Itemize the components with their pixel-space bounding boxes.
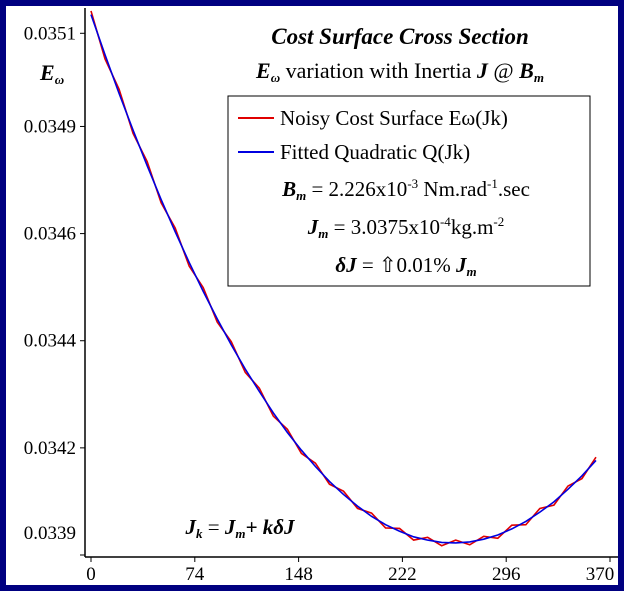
legend-label: Fitted Quadratic Q(Jk) [280,140,470,164]
x-tick-label: 296 [492,564,521,585]
text: δJ [273,515,296,539]
text: = [357,253,379,277]
annotation: Jm = 3.0375x10-4kg.m-2 [307,214,505,241]
text: @ [488,58,519,83]
panel [6,6,618,585]
annotation: Jk = Jm+ kδJ [185,515,296,541]
text: variation with Inertia [280,58,477,83]
text: -4 [440,214,451,229]
x-tick-label: 0 [86,564,96,585]
text: ω [271,70,280,85]
text: .sec [498,177,530,201]
y-tick-label: 0.0351 [24,23,76,44]
text: J [185,515,198,539]
text: ω [55,72,64,87]
x-tick-label: 148 [284,564,313,585]
text: E [39,60,55,85]
y-tick-label: 0.0346 [24,224,76,245]
y-tick-label: 0.0342 [24,438,76,459]
text: J [476,58,489,83]
chart-title: Cost Surface Cross Section [271,24,529,49]
x-tick-label: 222 [388,564,417,585]
text: δJ [335,253,358,277]
text: -3 [407,176,418,191]
text: J [455,253,468,277]
y-tick-label: 0.0344 [24,331,77,352]
text: m [318,226,328,241]
text: B [518,58,534,83]
legend [227,95,591,287]
text: = [203,515,225,539]
y-tick-label: 0.0339 [24,523,76,544]
text: m [296,188,306,203]
annotation: Bm = 2.226x10-3 Nm.rad-1.sec [281,176,530,203]
text: = 2.226x10 [306,177,407,201]
plot [90,10,597,547]
text: m [467,264,477,279]
text: Nm.rad [418,177,487,201]
text: m [534,70,544,85]
text: -2 [493,214,504,229]
text: k [196,526,203,541]
text: J [224,515,237,539]
text: B [281,177,296,201]
x-tick-label: 370 [586,564,615,585]
chart-subtitle: Eω variation with Inertia J @ Bm [255,58,544,85]
text: kg.m [451,215,494,239]
series-line [90,10,597,547]
text: m [235,526,245,541]
x-tick-label: 74 [185,564,205,585]
text: 0.01% [397,253,457,277]
text: ⇧ [379,253,397,277]
text: k [263,515,274,539]
text: + [245,515,262,539]
y-tick-label: 0.0349 [24,116,76,137]
text: = 3.0375x10 [328,215,440,239]
text: -1 [487,176,498,191]
legend-label: Noisy Cost Surface Eω(Jk) [280,106,508,130]
y-axis-label: Eω [39,60,64,87]
annotation: δJ = ⇧0.01% Jm [335,253,476,279]
series-line [90,14,597,544]
text: J [307,215,320,239]
text: E [255,58,271,83]
